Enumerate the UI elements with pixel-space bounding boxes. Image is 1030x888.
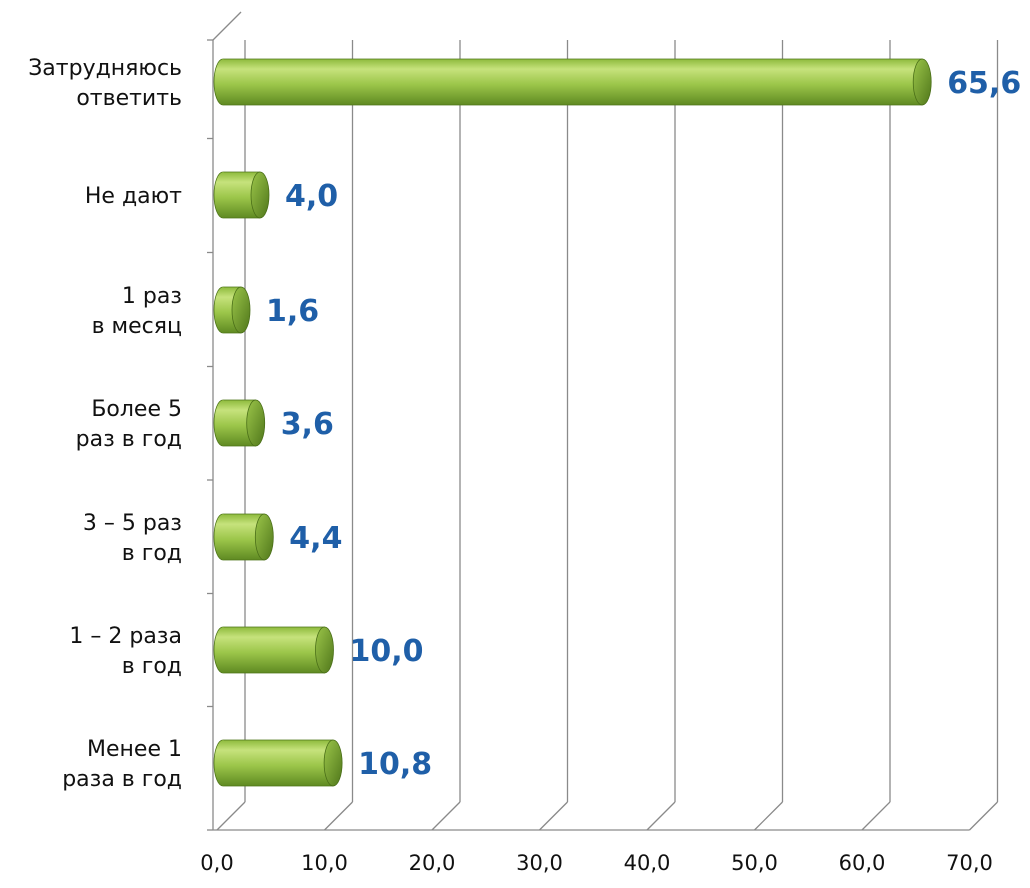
bar	[213, 626, 334, 674]
category-label: Менее 1	[87, 737, 182, 762]
bar-start-cap	[218, 514, 228, 560]
bar-start-cap	[218, 740, 228, 786]
value-label: 4,0	[285, 179, 338, 214]
category-label: 3 – 5 раз	[83, 511, 182, 536]
gridlines	[216, 40, 999, 831]
gridline-floor	[861, 801, 891, 831]
value-label: 10,0	[350, 634, 424, 669]
bar-body	[213, 626, 325, 674]
bar	[213, 399, 266, 447]
x-tick-label: 60,0	[839, 851, 886, 875]
bar	[213, 171, 270, 219]
bar-start-cap	[218, 400, 228, 446]
value-label: 4,4	[289, 521, 342, 556]
labels: 0,0 10,0 20,0 30,0 40,0 50,0 60,0 70,0 65,6 Затру…	[28, 56, 1021, 875]
category-label: ответить	[76, 86, 182, 111]
bars	[213, 58, 932, 787]
bar-start-cap	[218, 172, 228, 218]
bar	[213, 739, 343, 787]
category-label: в месяц	[92, 314, 182, 339]
value-label: 3,6	[281, 407, 334, 442]
bar-body	[213, 58, 923, 106]
category-label: раз в год	[76, 427, 182, 452]
category-label: Не дают	[85, 184, 182, 209]
bar-end-cap	[246, 399, 266, 447]
value-label: 1,6	[266, 294, 319, 329]
category-label: раза в год	[62, 767, 182, 792]
gridline-floor	[754, 801, 783, 831]
category-label: Более 5	[91, 397, 182, 422]
bar-end-cap	[323, 739, 343, 787]
gridline-floor	[539, 801, 568, 831]
gridline-floor	[431, 801, 461, 831]
x-tick-label: 40,0	[624, 851, 671, 875]
bar	[213, 286, 251, 334]
x-tick-label: 0,0	[200, 851, 233, 875]
bar-end-cap	[254, 513, 274, 561]
category-label: 1 раз	[122, 284, 182, 309]
x-tick-label: 10,0	[301, 851, 348, 875]
axes	[207, 11, 970, 831]
bar-end-cap	[315, 626, 334, 674]
gridline-floor	[324, 801, 353, 831]
bar-start-cap	[218, 627, 228, 673]
bar-end-cap	[912, 58, 932, 106]
gridline-floor	[646, 801, 676, 831]
wall-top-edge	[212, 11, 242, 41]
x-tick-label: 20,0	[409, 851, 456, 875]
bar-start-cap	[218, 59, 228, 105]
bar-end-cap	[250, 171, 270, 219]
bar-end-cap	[231, 286, 251, 334]
x-tick-label: 70,0	[946, 851, 993, 875]
bar-start-cap	[218, 287, 228, 333]
x-tick-label: 50,0	[731, 851, 778, 875]
gridline-floor	[969, 801, 998, 831]
category-label: в год	[122, 541, 182, 566]
bar	[213, 58, 932, 106]
x-tick-label: 30,0	[516, 851, 563, 875]
category-label: Затрудняюсь	[28, 56, 182, 81]
gridline-floor	[216, 801, 246, 831]
category-label: 1 – 2 раза	[69, 624, 182, 649]
bar-body	[213, 739, 334, 787]
value-label: 10,8	[358, 747, 432, 782]
bar	[213, 513, 274, 561]
category-label: в год	[122, 654, 182, 679]
value-label: 65,6	[947, 66, 1021, 101]
